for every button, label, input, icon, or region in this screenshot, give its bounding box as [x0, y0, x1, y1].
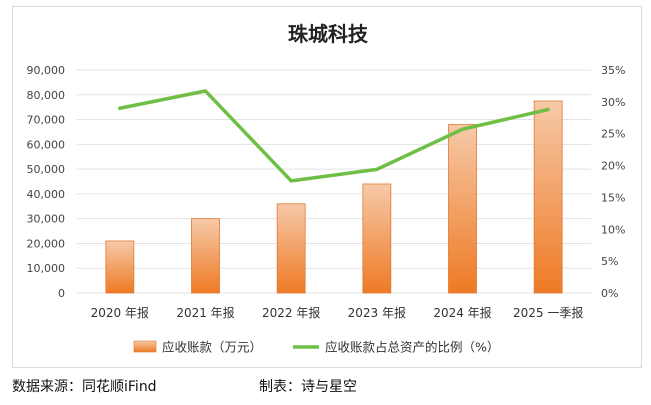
- y-right-tick-label: 5%: [601, 255, 618, 268]
- x-tick-label: 2023 年报: [348, 305, 406, 320]
- y-right-tick-label: 15%: [601, 191, 625, 204]
- y-left-tick-label: 30,000: [27, 213, 66, 226]
- y-left-tick-label: 90,000: [27, 64, 66, 77]
- y-right-tick-label: 10%: [601, 223, 625, 236]
- y-left-tick-label: 0: [58, 287, 65, 300]
- legend-label-bar: 应收账款（万元）: [162, 340, 262, 355]
- chart-title: 珠城科技: [288, 22, 369, 46]
- x-tick-label: 2020 年报: [91, 305, 149, 320]
- y-right-tick-label: 0%: [601, 287, 618, 300]
- chart-frame: 珠城科技 0 10,000 20,000 30,000 40,000 50,000 60,0…: [12, 6, 642, 368]
- x-tick-label: 2024 年报: [433, 305, 491, 320]
- bar: [191, 218, 220, 294]
- bar: [276, 203, 306, 294]
- legend-label-line: 应收账款占总资产的比例（%）: [325, 340, 499, 355]
- chart-maker-note: 制表：诗与星空: [259, 379, 357, 395]
- y-left-tick-label: 40,000: [27, 188, 66, 201]
- y-left-tick-label: 20,000: [27, 237, 66, 250]
- bar: [362, 183, 392, 294]
- y-right-tick-label: 20%: [601, 160, 625, 173]
- x-tick-label: 2021 年报: [176, 305, 234, 320]
- series-line: [118, 89, 550, 183]
- data-source-note: 数据来源：同花顺iFind: [12, 379, 157, 395]
- bar: [105, 240, 135, 294]
- x-tick-label: 2022 年报: [262, 305, 320, 320]
- bar: [533, 100, 563, 294]
- y-left-tick-label: 80,000: [27, 89, 66, 102]
- footer: 数据来源：同花顺iFind 制表：诗与星空: [12, 376, 642, 398]
- x-tick-label: 2025 一季报: [513, 305, 583, 320]
- bar: [448, 124, 477, 294]
- y-right-tick-label: 35%: [601, 64, 625, 77]
- y-left-tick-label: 10,000: [27, 262, 66, 275]
- y-left-tick-label: 70,000: [27, 114, 66, 127]
- y-left-tick-label: 60,000: [27, 138, 66, 151]
- chart: 珠城科技 0 10,000 20,000 30,000 40,000 50,000 60,0…: [27, 22, 626, 355]
- y-right-tick-label: 25%: [601, 128, 625, 141]
- y-left-tick-label: 50,000: [27, 163, 66, 176]
- y-right-tick-label: 30%: [601, 96, 625, 109]
- legend-swatch-bar: [133, 340, 157, 353]
